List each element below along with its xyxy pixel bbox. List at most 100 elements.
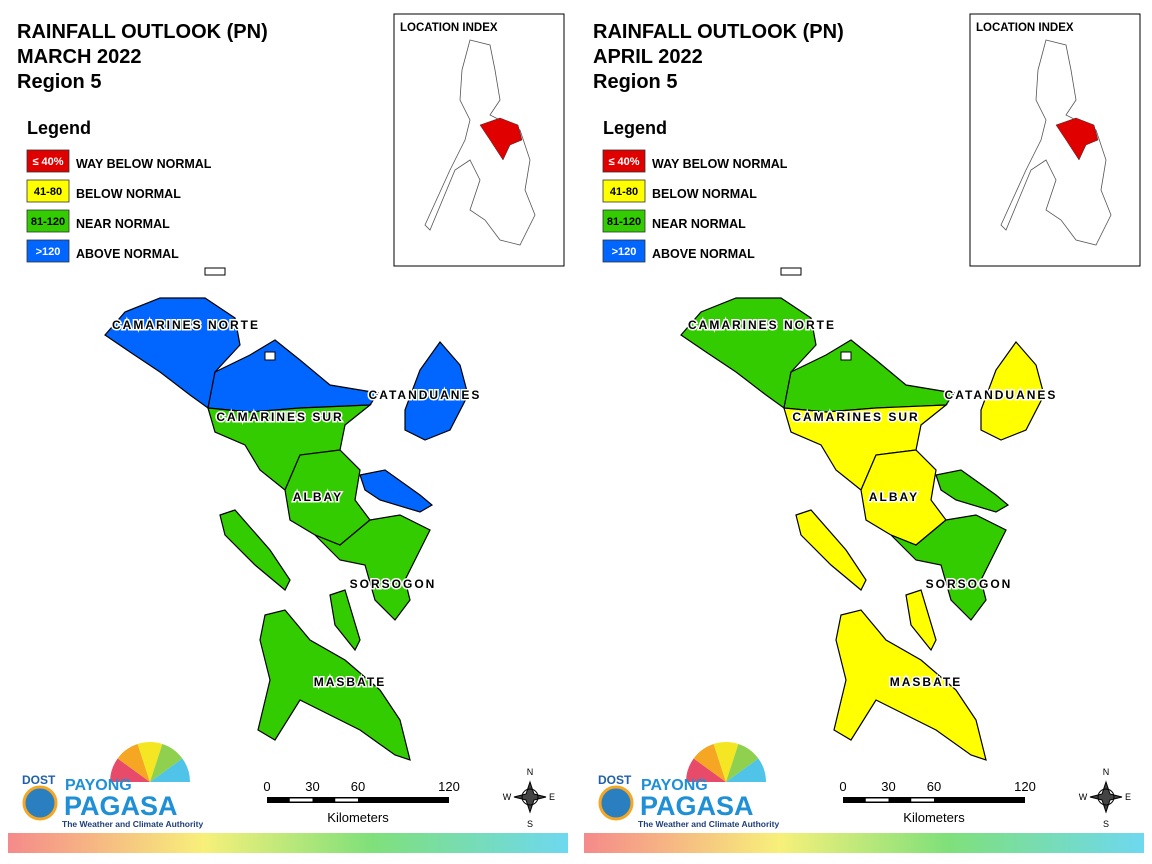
umbrella-segment	[150, 758, 190, 782]
legend-title: Legend	[603, 118, 667, 138]
legend-swatch	[26, 239, 70, 263]
scale-tick-label: 0	[263, 779, 270, 794]
legend-range: >120	[612, 246, 637, 258]
islet	[204, 267, 226, 276]
compass-ring	[1097, 788, 1115, 806]
province-label: MASBATE	[890, 675, 962, 689]
legend-swatch	[602, 209, 646, 233]
region-highlight	[1055, 117, 1099, 161]
province-area	[219, 509, 291, 591]
legend-swatch	[602, 239, 646, 263]
islet	[264, 351, 276, 361]
compass-label: E	[1125, 792, 1131, 802]
umbrella-segment	[117, 743, 150, 782]
province-area	[935, 469, 1010, 513]
logo-brand-top: PAYONG	[641, 777, 708, 794]
province-area	[404, 341, 469, 441]
umbrella-segment	[693, 743, 726, 782]
scale-tick-label: 120	[1014, 779, 1036, 794]
philippines-outline	[424, 39, 536, 246]
map-title: Region 5	[593, 71, 677, 93]
province-label: SORSOGON	[350, 577, 437, 591]
province-area	[329, 589, 361, 652]
scale-segment	[335, 798, 358, 802]
map-panel: RAINFALL OUTLOOK (PN) APRIL 2022 Region 5 L…	[584, 13, 1144, 853]
legend-swatch	[26, 149, 70, 173]
legend-range: 81-120	[607, 216, 641, 228]
scale-segment	[865, 798, 889, 802]
compass-label: W	[503, 792, 512, 802]
province-label: SORSOGON	[926, 577, 1013, 591]
province-area	[980, 341, 1045, 441]
province-label: CAMARINES NORTE	[112, 318, 260, 332]
map-panel: RAINFALL OUTLOOK (PN) MARCH 2022 Region 5 L…	[8, 13, 568, 853]
compass-label: S	[1103, 819, 1109, 829]
province-area	[680, 297, 817, 410]
legend-range: ≤ 40%	[32, 156, 63, 168]
legend-swatch	[602, 179, 646, 203]
umbrella-segment	[726, 758, 766, 782]
scale-tick-label: 30	[881, 779, 895, 794]
compass-label: N	[527, 767, 534, 777]
map-title: RAINFALL OUTLOOK (PN)	[17, 21, 268, 43]
compass-rose	[1089, 780, 1123, 814]
province-area	[257, 609, 411, 761]
province-label: CAMARINES SUR	[216, 410, 343, 424]
logo-tagline: The Weather and Climate Authority	[638, 819, 779, 829]
province-area	[314, 514, 431, 621]
map-title: Region 5	[17, 71, 101, 93]
philippines-outline	[1000, 39, 1112, 246]
map-title: APRIL 2022	[593, 46, 703, 68]
scale-tick-label: 120	[438, 779, 460, 794]
scale-segment	[289, 798, 313, 802]
islet	[840, 351, 852, 361]
province-area	[284, 449, 371, 546]
province-area	[359, 469, 434, 513]
legend-swatch	[26, 179, 70, 203]
logo-brand: PAGASA	[640, 791, 754, 821]
province-label: ALBAY	[293, 490, 343, 504]
compass-label: S	[527, 819, 533, 829]
legend-title: Legend	[27, 118, 91, 138]
compass-ring	[521, 788, 539, 806]
province-area	[890, 514, 1007, 621]
logo-brand: PAGASA	[64, 791, 178, 821]
province-area	[860, 449, 947, 546]
compass-rose	[513, 780, 547, 814]
logo-agency: DOST	[22, 773, 56, 787]
province-label: MASBATE	[314, 675, 386, 689]
region-highlight	[479, 117, 523, 161]
province-label: CAMARINES NORTE	[688, 318, 836, 332]
islet	[780, 267, 802, 276]
legend-label: WAY BELOW NORMAL	[76, 157, 212, 171]
scale-segment	[911, 798, 934, 802]
province-label: CATANDUANES	[945, 388, 1058, 402]
compass-label: N	[1103, 767, 1110, 777]
location-index-title: LOCATION INDEX	[400, 22, 498, 34]
umbrella-segment	[150, 743, 183, 782]
location-index-title: LOCATION INDEX	[976, 22, 1074, 34]
compass-label: W	[1079, 792, 1088, 802]
umbrella-segment	[137, 742, 163, 782]
scale-tick-label: 0	[839, 779, 846, 794]
color-band	[8, 833, 568, 853]
scale-tick-label: 30	[305, 779, 319, 794]
logo-agency: DOST	[598, 773, 632, 787]
map-title: RAINFALL OUTLOOK (PN)	[593, 21, 844, 43]
province-area	[905, 589, 937, 652]
umbrella-segment	[686, 758, 726, 782]
province-label: CAMARINES SUR	[792, 410, 919, 424]
legend-range: 81-120	[31, 216, 65, 228]
umbrella-segment	[110, 758, 150, 782]
color-band	[584, 833, 1144, 853]
legend-label: BELOW NORMAL	[652, 187, 757, 201]
province-label: CATANDUANES	[369, 388, 482, 402]
umbrella-segment	[726, 743, 759, 782]
legend-label: NEAR NORMAL	[76, 217, 170, 231]
province-area	[795, 509, 867, 591]
logo-brand-top: PAYONG	[65, 777, 132, 794]
scale-unit: Kilometers	[903, 810, 965, 825]
legend-swatch	[26, 209, 70, 233]
legend-swatch	[602, 149, 646, 173]
